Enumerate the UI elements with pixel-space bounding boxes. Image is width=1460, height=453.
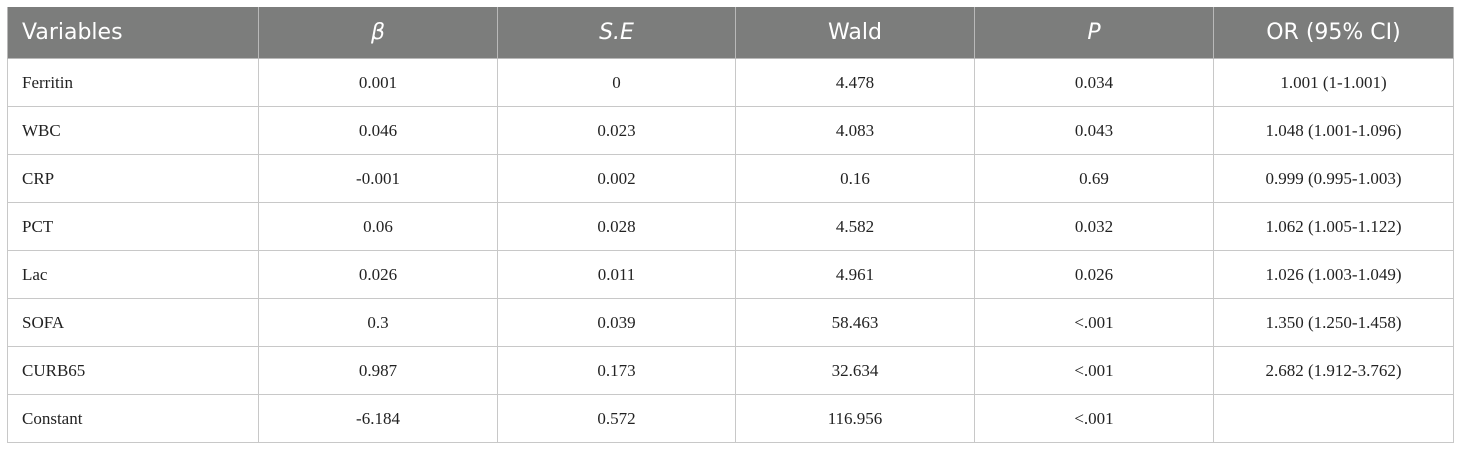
cell-se: 0.039: [497, 298, 736, 347]
cell-beta: 0.026: [258, 250, 498, 299]
cell-wald: 4.478: [735, 58, 975, 107]
cell-variable: Constant: [7, 394, 259, 443]
table-row: CURB65 0.987 0.173 32.634 <.001 2.682 (1…: [7, 346, 1454, 395]
cell-wald: 4.083: [735, 106, 975, 155]
cell-or: 1.048 (1.001-1.096): [1213, 106, 1454, 155]
table-row: Ferritin 0.001 0 4.478 0.034 1.001 (1-1.…: [7, 58, 1454, 107]
cell-p: <.001: [974, 394, 1214, 443]
cell-or: 0.999 (0.995-1.003): [1213, 154, 1454, 203]
regression-table-container: Variables β S.E Wald P OR (95% CI) Ferri…: [7, 7, 1454, 443]
cell-se: 0.173: [497, 346, 736, 395]
cell-or: 1.062 (1.005-1.122): [1213, 202, 1454, 251]
cell-or: 2.682 (1.912-3.762): [1213, 346, 1454, 395]
cell-variable: SOFA: [7, 298, 259, 347]
table-row: SOFA 0.3 0.039 58.463 <.001 1.350 (1.250…: [7, 298, 1454, 347]
cell-beta: 0.06: [258, 202, 498, 251]
cell-p: <.001: [974, 298, 1214, 347]
table-row: PCT 0.06 0.028 4.582 0.032 1.062 (1.005-…: [7, 202, 1454, 251]
cell-se: 0.011: [497, 250, 736, 299]
logistic-regression-table: Variables β S.E Wald P OR (95% CI) Ferri…: [7, 7, 1454, 443]
cell-or: 1.001 (1-1.001): [1213, 58, 1454, 107]
cell-wald: 4.582: [735, 202, 975, 251]
table-row: WBC 0.046 0.023 4.083 0.043 1.048 (1.001…: [7, 106, 1454, 155]
cell-p: 0.043: [974, 106, 1214, 155]
cell-beta: 0.001: [258, 58, 498, 107]
cell-beta: 0.3: [258, 298, 498, 347]
cell-beta: 0.046: [258, 106, 498, 155]
cell-se: 0.002: [497, 154, 736, 203]
table-header: Variables β S.E Wald P OR (95% CI): [7, 7, 1454, 59]
table-row: CRP -0.001 0.002 0.16 0.69 0.999 (0.995-…: [7, 154, 1454, 203]
cell-p: <.001: [974, 346, 1214, 395]
cell-beta: -6.184: [258, 394, 498, 443]
cell-wald: 32.634: [735, 346, 975, 395]
cell-or: 1.350 (1.250-1.458): [1213, 298, 1454, 347]
cell-wald: 4.961: [735, 250, 975, 299]
cell-variable: PCT: [7, 202, 259, 251]
table-row: Lac 0.026 0.011 4.961 0.026 1.026 (1.003…: [7, 250, 1454, 299]
cell-se: 0.023: [497, 106, 736, 155]
header-wald: Wald: [735, 7, 975, 59]
cell-se: 0.572: [497, 394, 736, 443]
cell-wald: 0.16: [735, 154, 975, 203]
header-p-value: P: [974, 7, 1214, 59]
cell-p: 0.69: [974, 154, 1214, 203]
cell-variable: CURB65: [7, 346, 259, 395]
header-odds-ratio: OR (95% CI): [1213, 7, 1454, 59]
header-variables: Variables: [7, 7, 259, 59]
table-body: Ferritin 0.001 0 4.478 0.034 1.001 (1-1.…: [7, 58, 1454, 443]
cell-variable: Ferritin: [7, 58, 259, 107]
cell-variable: CRP: [7, 154, 259, 203]
cell-wald: 116.956: [735, 394, 975, 443]
cell-beta: 0.987: [258, 346, 498, 395]
cell-p: 0.026: [974, 250, 1214, 299]
table-row: Constant -6.184 0.572 116.956 <.001: [7, 394, 1454, 443]
cell-variable: Lac: [7, 250, 259, 299]
cell-wald: 58.463: [735, 298, 975, 347]
cell-p: 0.034: [974, 58, 1214, 107]
header-row: Variables β S.E Wald P OR (95% CI): [7, 7, 1454, 59]
cell-beta: -0.001: [258, 154, 498, 203]
cell-or: 1.026 (1.003-1.049): [1213, 250, 1454, 299]
header-beta: β: [258, 7, 498, 59]
cell-p: 0.032: [974, 202, 1214, 251]
cell-or: [1213, 394, 1454, 443]
cell-se: 0: [497, 58, 736, 107]
cell-variable: WBC: [7, 106, 259, 155]
header-standard-error: S.E: [497, 7, 736, 59]
cell-se: 0.028: [497, 202, 736, 251]
